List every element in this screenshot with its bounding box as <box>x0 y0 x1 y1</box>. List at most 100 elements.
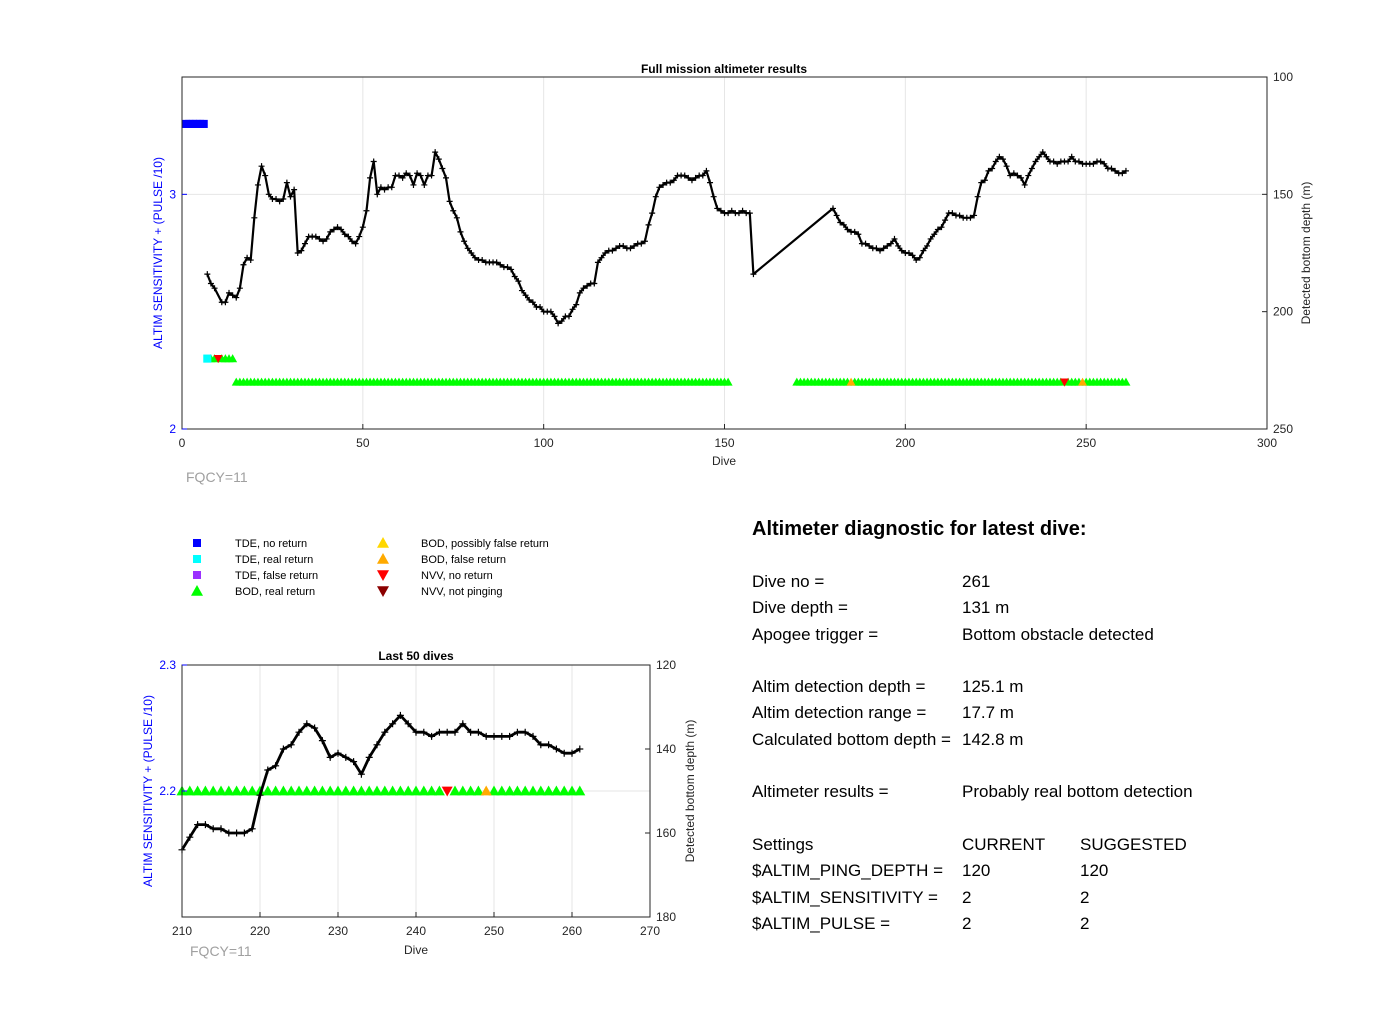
depth-point <box>345 233 352 240</box>
legend-entry: TDE, real return <box>193 554 313 566</box>
bod-real-return-marker <box>223 785 235 796</box>
detect-depth-row: Altim detection depth = 125.1 m <box>752 674 1372 700</box>
depth-point <box>443 728 451 736</box>
depth-point <box>576 289 583 296</box>
depth-point <box>222 299 229 306</box>
bod-real-return-marker <box>519 785 531 796</box>
depth-point <box>240 261 247 268</box>
bod-real-return-marker <box>262 785 274 796</box>
pulse-current: 2 <box>962 913 972 933</box>
depth-point <box>186 833 194 841</box>
sensitivity-label: $ALTIM_SENSITIVITY = <box>752 887 938 907</box>
depth-point <box>311 724 319 732</box>
depth-point <box>956 212 963 219</box>
y-axis-right-label: Detected bottom depth (m) <box>683 720 697 863</box>
depth-point <box>568 749 576 757</box>
x-tick-label: 200 <box>895 436 915 450</box>
legend-label: TDE, real return <box>235 554 313 566</box>
depth-point <box>211 285 218 292</box>
depth-point <box>999 156 1006 163</box>
ping-depth-current: 120 <box>962 861 991 881</box>
bod-real-return-marker <box>426 785 438 796</box>
bod-false-return-marker <box>846 377 856 386</box>
depth-point <box>283 179 290 186</box>
depth-point <box>692 174 699 181</box>
depth-line <box>180 714 581 851</box>
depth-point <box>334 224 341 231</box>
depth-point <box>451 728 459 736</box>
depth-point <box>576 745 584 753</box>
depth-point <box>916 254 923 261</box>
bod-false-return-marker <box>1078 377 1088 386</box>
x-tick-label: 260 <box>562 924 582 938</box>
depth-point <box>1039 149 1046 156</box>
depth-point <box>913 257 920 264</box>
depth-point <box>1065 158 1072 165</box>
apogee-label: Apogee trigger = <box>752 624 879 644</box>
depth-point <box>396 172 402 179</box>
depth-point <box>450 207 457 214</box>
depth-point <box>352 240 359 247</box>
depth-point <box>301 240 308 247</box>
depth-point <box>552 745 560 753</box>
x-tick-label: 220 <box>250 924 270 938</box>
depth-point <box>927 235 934 242</box>
tde-marker <box>199 119 208 128</box>
depth-point <box>1025 172 1032 179</box>
bod-real-return-marker <box>277 785 289 796</box>
depth-point <box>446 198 453 205</box>
depth-point <box>1028 165 1035 172</box>
ping-depth-suggested: 120 <box>1080 861 1109 881</box>
depth-point <box>443 174 450 181</box>
depth-point <box>931 231 938 238</box>
depth-point <box>681 172 688 179</box>
dive-no-row: Dive no = 261 <box>752 569 1372 595</box>
depth-point <box>688 177 695 184</box>
depth-point <box>254 181 261 188</box>
chart-title: Full mission altimeter results <box>641 62 807 76</box>
depth-point <box>649 210 656 217</box>
depth-point <box>474 728 482 736</box>
current-label: CURRENT <box>962 834 1046 854</box>
depth-point <box>482 732 490 740</box>
marker-layer <box>176 785 586 797</box>
depth-point <box>580 285 587 292</box>
depth-point <box>233 829 241 837</box>
depth-point <box>707 179 714 186</box>
nvv-marker <box>1059 378 1069 387</box>
depth-point <box>248 825 256 833</box>
depth-point <box>545 741 553 749</box>
depth-point <box>381 728 389 736</box>
y-left-tick-label: 3 <box>169 187 176 201</box>
legend-label: NVV, not pinging <box>421 586 503 598</box>
depth-point <box>573 301 580 308</box>
detect-depth-label: Altim detection depth = <box>752 677 926 697</box>
full-mission-chart: Full mission altimeter results 0 50 100 150… <box>151 62 1313 485</box>
depth-point <box>1021 181 1028 188</box>
depth-point <box>560 749 568 757</box>
apogee-value: Bottom obstacle detected <box>962 624 1154 644</box>
x-tick-label: 250 <box>484 924 504 938</box>
depth-point <box>855 231 862 238</box>
depth-point <box>388 184 395 191</box>
depth-line-layer <box>178 711 584 854</box>
bod-real-return-marker <box>363 785 375 796</box>
depth-point <box>468 250 475 256</box>
x-tick-label: 230 <box>328 924 348 938</box>
bod-real-return-marker <box>192 785 204 796</box>
depth-point <box>265 191 272 198</box>
depth-point <box>971 212 978 219</box>
bod-real-return-marker <box>457 785 469 796</box>
depth-point <box>342 753 350 761</box>
depth-point <box>699 172 706 179</box>
y-left-tick-label: 2.3 <box>159 658 176 672</box>
depth-point <box>303 720 311 728</box>
depth-point <box>873 245 880 252</box>
depth-point <box>508 266 515 273</box>
depth-point <box>287 741 295 749</box>
depth-point <box>880 245 887 252</box>
depth-point <box>981 177 988 184</box>
legend-entry: TDE, no return <box>193 538 307 550</box>
sensitivity-current: 2 <box>962 887 972 907</box>
